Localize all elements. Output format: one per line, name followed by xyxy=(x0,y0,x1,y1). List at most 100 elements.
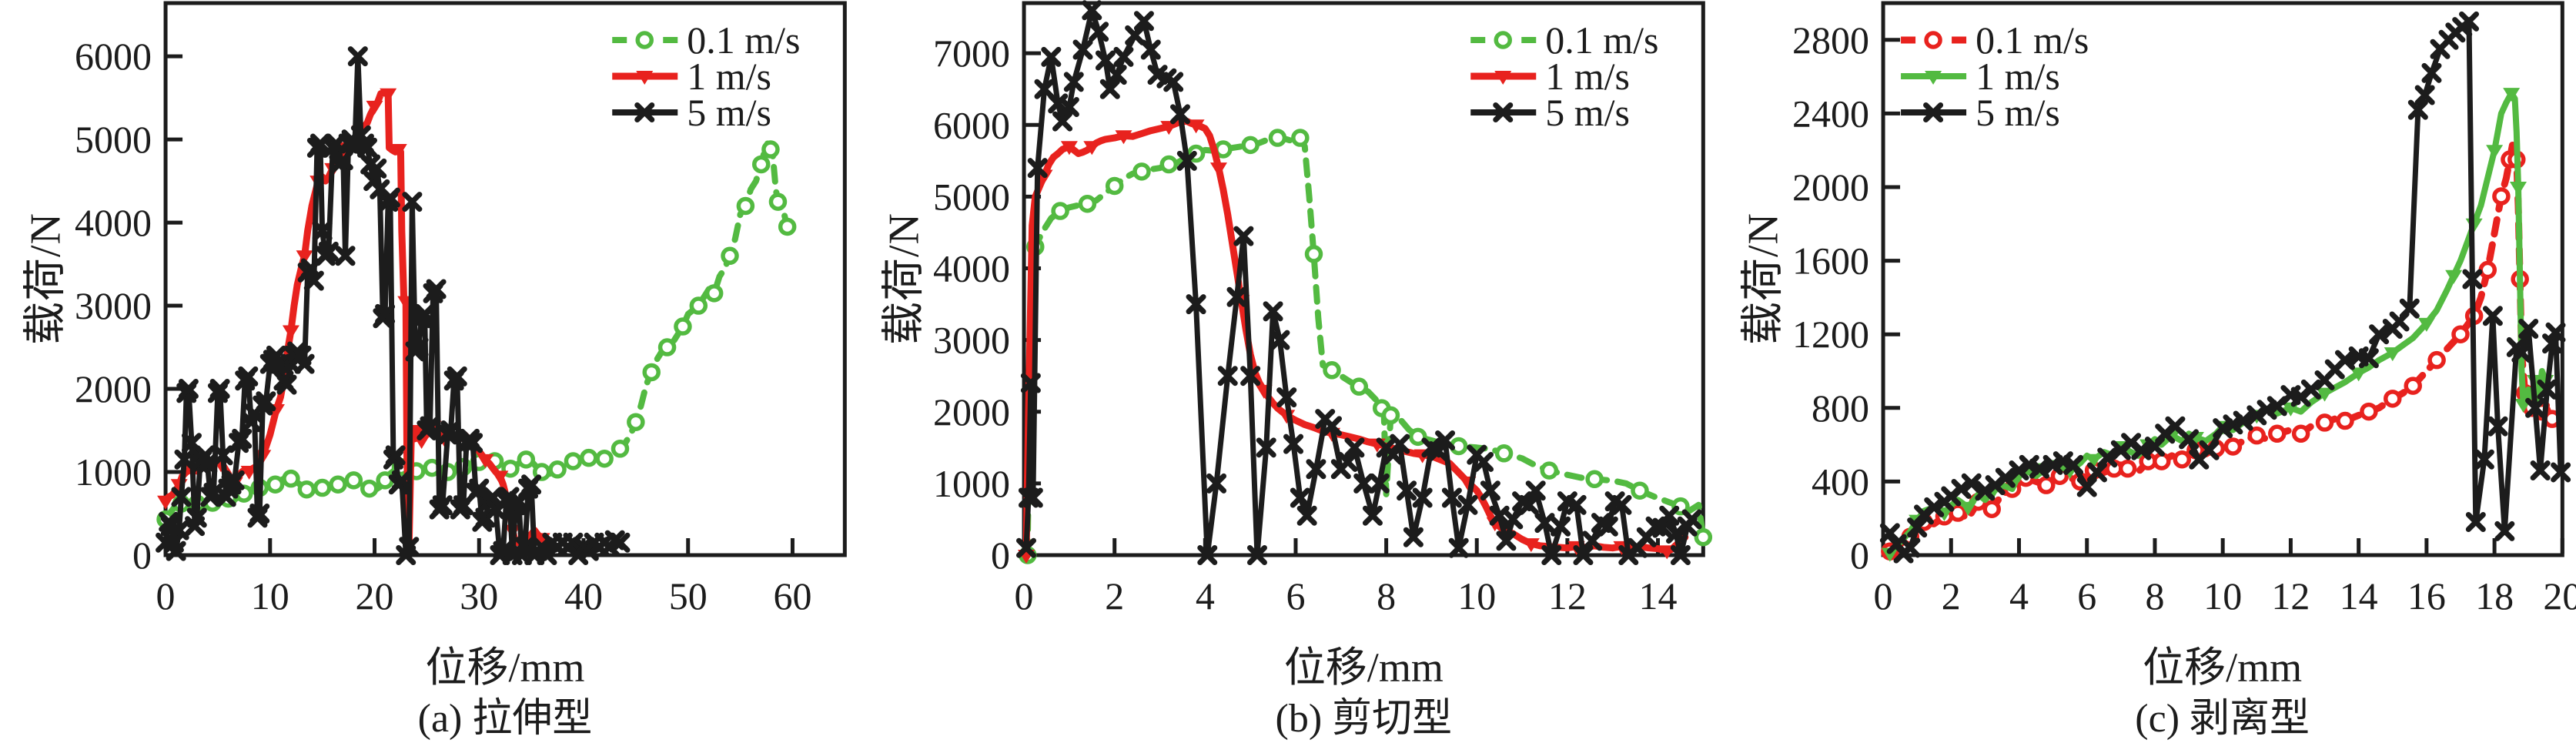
marker-x-icon xyxy=(1566,494,1587,515)
marker-circle-open-icon xyxy=(751,155,771,174)
marker-x-icon xyxy=(2358,348,2379,369)
legend-item-1-m-s: 1 m/s xyxy=(1470,55,1631,98)
marker-x-icon xyxy=(1306,459,1326,480)
marker-x-icon xyxy=(2465,511,2486,532)
marker-circle-open-icon xyxy=(1078,194,1097,213)
y-tick-label: 0 xyxy=(1850,534,1869,577)
marker-circle-open-icon xyxy=(1409,427,1427,447)
marker-circle-open-icon xyxy=(2173,450,2191,469)
y-axis-ticks: 0 400 800 1200 1600 2000 2400 2800 xyxy=(1792,18,1900,577)
marker-triangle-down-icon xyxy=(1061,141,1079,156)
marker-x-icon xyxy=(1089,22,1109,42)
marker-x-icon xyxy=(634,102,655,122)
marker-circle-open-icon xyxy=(657,338,677,356)
marker-x-icon xyxy=(1534,513,1555,534)
marker-circle-open-icon xyxy=(2383,390,2402,408)
x-tick-label: 0 xyxy=(156,574,176,617)
marker-x-icon xyxy=(1922,102,1943,122)
legend: 0.1 m/s1 m/s5 m/s xyxy=(1470,18,1659,134)
x-axis-label-b: 位移/mm xyxy=(1283,644,1444,691)
plot-border xyxy=(1881,1,2564,557)
marker-x-icon xyxy=(2474,449,2494,470)
marker-triangle-down-icon xyxy=(2444,269,2462,284)
x-tick-label: 18 xyxy=(2475,574,2514,617)
y-tick-label: 4000 xyxy=(933,247,1010,290)
marker-x-icon xyxy=(1263,301,1283,322)
marker-x-icon xyxy=(1995,467,2016,488)
x-tick-label: 2 xyxy=(1941,574,1960,617)
marker-triangle-down-icon xyxy=(2316,387,2333,402)
plot-border xyxy=(1022,1,1706,557)
marker-x-icon xyxy=(1879,523,1900,544)
y-tick-label: 2000 xyxy=(933,390,1010,433)
marker-x-icon xyxy=(1064,72,1085,92)
legend-label: 1 m/s xyxy=(1546,55,1631,98)
x-tick-label: 10 xyxy=(251,574,289,617)
marker-circle-open-icon xyxy=(2427,350,2446,370)
marker-triangle-down-icon xyxy=(282,325,299,340)
marker-x-icon xyxy=(1082,0,1102,21)
y-axis-ticks: 0 1000 2000 3000 4000 5000 6000 7000 xyxy=(933,32,1042,577)
marker-circle-open-icon xyxy=(761,140,780,159)
marker-x-icon xyxy=(197,453,218,474)
marker-x-icon xyxy=(2414,85,2435,105)
x-tick-label: 30 xyxy=(460,574,498,617)
x-axis-ticks: 0 10 20 30 40 50 60 xyxy=(156,538,811,617)
marker-circle-open-icon xyxy=(736,196,755,216)
y-tick-label: 1000 xyxy=(75,450,152,494)
marker-circle-open-icon xyxy=(1923,31,1942,49)
y-axis-label-c: 载荷/N xyxy=(1739,213,1788,345)
marker-x-icon xyxy=(399,537,420,557)
marker-x-icon xyxy=(391,470,412,490)
marker-x-icon xyxy=(521,474,542,495)
marker-x-icon xyxy=(249,504,270,524)
marker-triangle-down-icon xyxy=(477,453,494,468)
marker-x-icon xyxy=(432,495,453,516)
y-tick-label: 6000 xyxy=(75,35,152,78)
x-tick-label: 8 xyxy=(2145,574,2164,617)
legend-item-1-m-s: 1 m/s xyxy=(612,55,771,98)
marker-x-icon xyxy=(1023,487,1044,508)
series-markers-5-m-s xyxy=(1016,0,1702,565)
marker-x-icon xyxy=(2096,447,2117,468)
marker-x-icon xyxy=(169,520,189,541)
marker-x-icon xyxy=(1322,416,1343,437)
marker-circle-open-icon xyxy=(674,317,692,336)
y-axis-label-b: 载荷/N xyxy=(880,213,928,345)
marker-circle-open-icon xyxy=(1540,461,1559,480)
x-tick-label: 4 xyxy=(2009,574,2029,617)
marker-circle-open-icon xyxy=(329,475,347,494)
marker-x-icon xyxy=(1457,494,1478,515)
figure-load-displacement-curves: 0 10 20 30 40 50 60 0 1000 2000 3000 4000 5000 6000 0.… xyxy=(22,0,2576,741)
marker-triangle-down-icon xyxy=(2502,88,2520,102)
marker-x-icon xyxy=(2482,306,2503,326)
marker-x-icon xyxy=(1900,537,1921,558)
y-tick-label: 7000 xyxy=(933,32,1010,75)
marker-circle-open-icon xyxy=(517,450,536,469)
y-tick-label: 2800 xyxy=(1792,18,1869,62)
marker-triangle-down-icon xyxy=(2384,347,2401,362)
marker-circle-open-icon xyxy=(642,363,661,382)
marker-triangle-down-icon xyxy=(2509,182,2527,196)
marker-x-icon xyxy=(1551,516,1571,537)
legend-label: 5 m/s xyxy=(1975,91,2060,134)
y-axis-ticks: 0 1000 2000 3000 4000 5000 6000 xyxy=(75,35,183,577)
marker-circle-open-icon xyxy=(1051,202,1070,220)
x-tick-label: 6 xyxy=(2077,574,2096,617)
marker-x-icon xyxy=(2530,460,2551,481)
marker-triangle-down-icon xyxy=(1083,141,1101,156)
y-tick-label: 1200 xyxy=(1792,313,1869,356)
x-axis-label-a: 位移/mm xyxy=(425,644,585,691)
marker-x-icon xyxy=(1256,437,1277,458)
marker-x-icon xyxy=(1961,473,1982,494)
y-tick-label: 5000 xyxy=(75,118,152,161)
marker-triangle-down-icon xyxy=(157,495,175,510)
marker-x-icon xyxy=(1923,497,1944,517)
marker-circle-open-icon xyxy=(2335,411,2354,430)
marker-x-icon xyxy=(2300,379,2321,400)
marker-x-icon xyxy=(1582,530,1603,551)
marker-x-icon xyxy=(1975,480,1996,501)
marker-x-icon xyxy=(1442,487,1463,508)
marker-x-icon xyxy=(1134,11,1155,32)
marker-circle-open-icon xyxy=(778,217,797,236)
